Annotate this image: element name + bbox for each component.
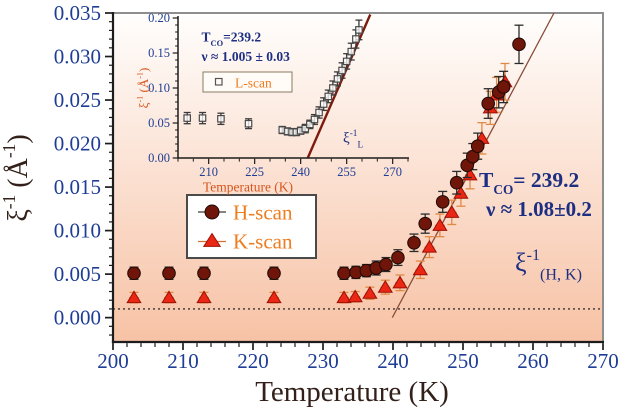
x-tick-label: 270 xyxy=(587,349,619,373)
plot-area xyxy=(112,12,604,343)
k-scan-point xyxy=(392,275,408,289)
h-scan-point xyxy=(127,266,141,281)
y-tick-label: 0.030 xyxy=(54,45,101,69)
inset-x-tick-label: 240 xyxy=(291,165,310,179)
h-scan-point xyxy=(197,266,211,281)
inset-legend: L-scan xyxy=(202,71,293,93)
x-tick-label: 210 xyxy=(167,349,199,373)
l-scan-point xyxy=(338,66,346,75)
main-legend: H-scan K-scan xyxy=(186,194,317,259)
l-scan-point xyxy=(310,115,319,124)
inset-x-tick-label: 210 xyxy=(199,165,218,179)
x-tick-label: 220 xyxy=(237,349,269,373)
y-tick-label: 0.015 xyxy=(54,175,101,199)
inset-nu-annotation: ν ≈ 1.005 ± 0.03 xyxy=(201,49,291,64)
inset-x-axis-title: Temperature (K) xyxy=(203,180,293,195)
l-scan-point xyxy=(315,108,323,117)
inset-y-tick-label: 0.00 xyxy=(148,151,170,165)
nu-annotation: ν ≈ 1.08±0.2 xyxy=(485,197,592,221)
x-tick-label: 250 xyxy=(447,349,479,373)
x-tick-label: 200 xyxy=(97,349,129,373)
h-scan-point xyxy=(379,257,393,272)
legend-h-scan-marker xyxy=(204,204,220,220)
k-scan-point xyxy=(336,290,352,304)
h-scan-point xyxy=(449,175,464,190)
l-scan-point xyxy=(217,114,225,123)
l-scan-point xyxy=(244,119,253,128)
inset-x-tick-label: 225 xyxy=(245,165,264,179)
h-scan-point xyxy=(391,250,405,265)
h-scan-point xyxy=(481,96,496,111)
k-scan-point xyxy=(266,290,282,304)
main-axes: 200 210 220 230 240 250 260 270 0.000 0.005 0.010 0… xyxy=(0,1,619,408)
inset-legend-l-scan-marker xyxy=(214,77,223,86)
inset-x-tick-label: 270 xyxy=(383,165,402,179)
l-scan-point xyxy=(329,84,337,92)
h-scan-point xyxy=(162,266,176,281)
tco-annotation: TCO= 239.2 xyxy=(479,168,579,197)
y-axis-title: ξ-1 (Å-1) xyxy=(0,134,34,221)
h-scan-point xyxy=(337,266,351,281)
inset-annotations: TCO=239.2ν ≈ 1.005 ± 0.03 ξ-1L xyxy=(201,30,364,151)
h-scan-point xyxy=(496,80,511,94)
k-scan-point xyxy=(362,285,378,299)
l-scan-point xyxy=(301,124,310,133)
inset-x-tick-label: 255 xyxy=(337,165,356,179)
legend-h-scan-label: H-scan xyxy=(233,201,293,225)
x-tick-label: 240 xyxy=(377,349,409,373)
inset-legend-box xyxy=(202,71,293,93)
h-scan-point xyxy=(435,195,450,209)
h-scan-point xyxy=(267,266,281,281)
legend-k-scan-marker xyxy=(202,232,222,247)
y-tick-label: 0.010 xyxy=(54,219,101,243)
inset-y-tick-label: 0.10 xyxy=(148,81,170,95)
k-scan-point xyxy=(432,218,448,231)
k-scan-point xyxy=(161,290,177,304)
h-scan-point xyxy=(470,139,485,153)
k-scan-point xyxy=(421,239,438,253)
x-tick-label: 260 xyxy=(517,349,549,373)
y-tick-label: 0.020 xyxy=(54,132,101,156)
l-scan-point xyxy=(183,114,192,122)
l-scan-point xyxy=(198,114,207,122)
h-scan-point xyxy=(418,216,433,231)
l-scan-point xyxy=(333,75,342,83)
k-scan-point xyxy=(453,185,469,199)
h-scan-point xyxy=(512,37,526,52)
l-scan-point xyxy=(342,57,351,66)
l-scan-point xyxy=(355,26,363,34)
k-scan-point xyxy=(347,289,363,303)
l-scan-point xyxy=(306,120,314,129)
xi-hk-label: ξ-1(H, K) xyxy=(515,247,582,283)
k-scan-point xyxy=(126,290,142,304)
inset-legend-l-scan-label: L-scan xyxy=(235,76,272,91)
l-scan-point xyxy=(324,92,333,101)
h-scan-series xyxy=(127,24,526,281)
y-tick-label: 0.025 xyxy=(54,88,101,112)
k-scan-point xyxy=(444,205,460,218)
inset-y-axis-title: ξ-1 (Å-1) xyxy=(136,68,152,109)
legend-k-scan-label: K-scan xyxy=(233,230,293,254)
y-tick-label: 0.005 xyxy=(54,262,101,286)
inset-y-tick-label: 0.15 xyxy=(148,46,170,60)
main-annotations: TCO= 239.2ν ≈ 1.08±0.2 ξ-1(H, K) xyxy=(479,168,592,283)
y-tick-label: 0.035 xyxy=(54,1,101,25)
inset-y-tick-label: 0.20 xyxy=(148,11,170,25)
l-scan-point xyxy=(347,47,356,56)
y-tick-label: 0.000 xyxy=(54,306,101,330)
inset-y-tick-label: 0.05 xyxy=(148,116,170,130)
x-tick-label: 230 xyxy=(307,349,339,373)
x-axis-title: Temperature (K) xyxy=(255,376,449,408)
h-scan-point xyxy=(407,235,421,250)
inset-plot: 210 225 240 255 270 0.00 0.05 0.10 0.15 0.20 Tempe… xyxy=(136,11,409,195)
l-scan-point xyxy=(319,100,328,108)
k-scan-point xyxy=(377,279,393,293)
k-scan-point xyxy=(412,262,428,276)
inset-xi-l-label: ξ-1L xyxy=(343,129,363,150)
l-scan-point xyxy=(352,35,360,43)
inset-tco-annotation: TCO=239.2 xyxy=(202,30,262,48)
k-scan-point xyxy=(196,290,212,304)
